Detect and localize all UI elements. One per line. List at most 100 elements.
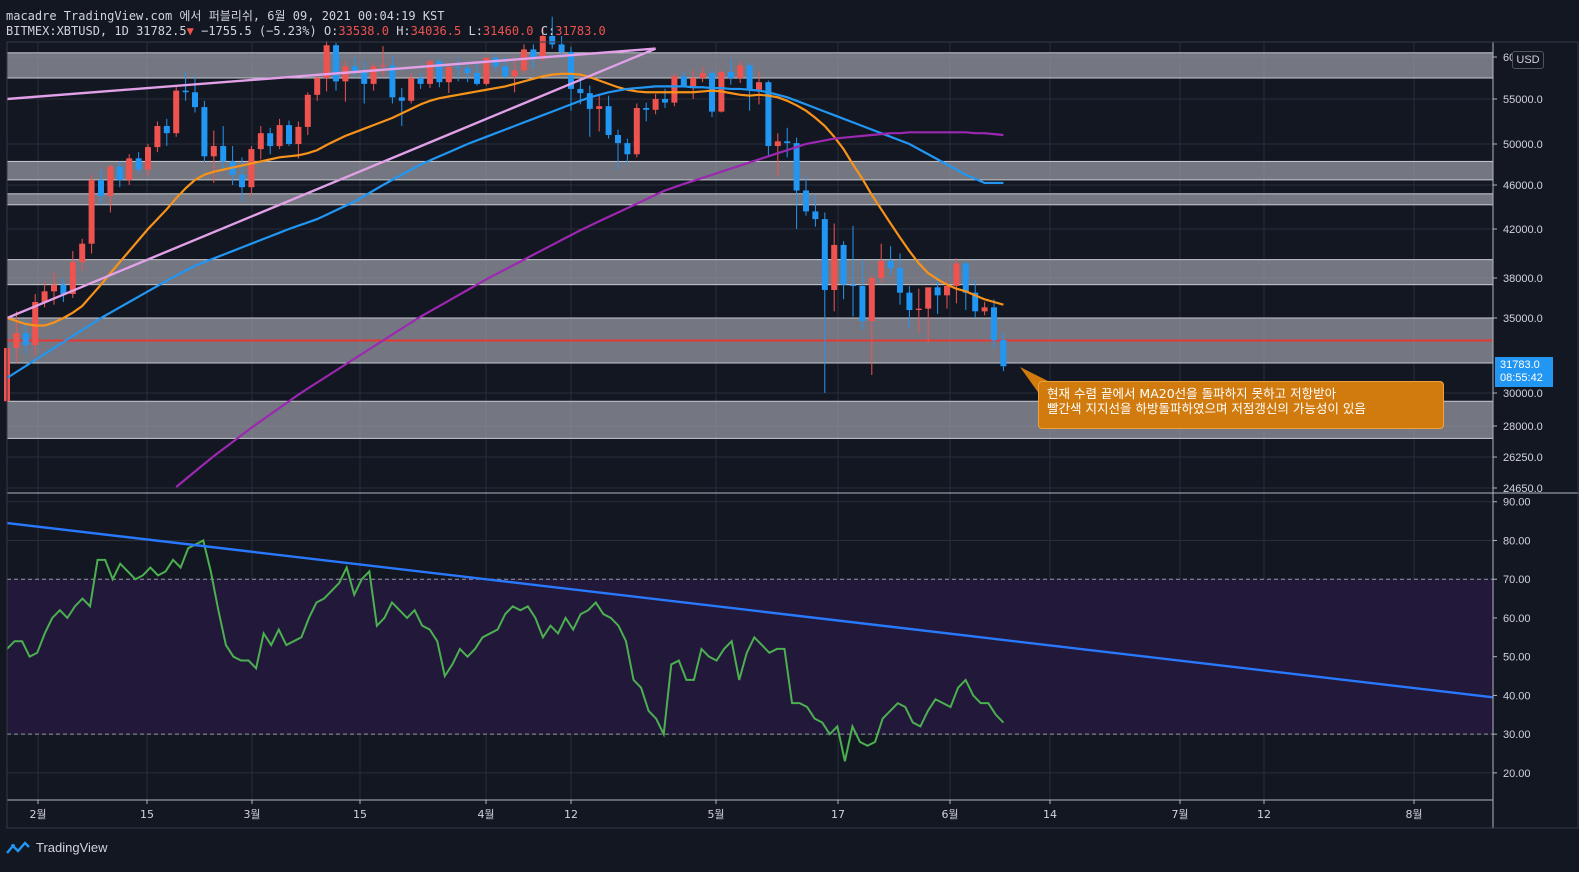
- candle-body: [445, 67, 452, 83]
- price-tag-price: 31783.0: [1500, 359, 1540, 371]
- candle: [323, 41, 330, 92]
- candle: [615, 129, 621, 170]
- rsi-tick-label: 90.00: [1503, 497, 1531, 509]
- annotation-line1: 현재 수렴 끝에서 MA20선을 돌파하지 못하고 저항받아: [1047, 386, 1337, 401]
- candle: [342, 61, 349, 102]
- candle-body: [98, 179, 104, 196]
- candle: [436, 58, 443, 88]
- close-value: 31783.0: [555, 24, 606, 38]
- high-value: 34036.5: [410, 24, 462, 38]
- candle-body: [192, 92, 198, 108]
- candle: [276, 118, 283, 150]
- candle: [163, 118, 170, 147]
- candle-body: [51, 284, 57, 292]
- candle: [953, 258, 960, 304]
- candle-body: [163, 126, 170, 134]
- tradingview-logo-icon: [6, 840, 30, 854]
- candle-body: [436, 61, 443, 83]
- candle-body: [257, 133, 264, 150]
- candle-body: [944, 286, 950, 296]
- candle-body: [868, 278, 875, 321]
- candle-body: [821, 219, 828, 290]
- candlesticks: [4, 16, 1007, 418]
- candle-body: [615, 135, 621, 144]
- price-tick-label: 35000.0: [1503, 313, 1543, 325]
- candle-body: [201, 107, 208, 157]
- candle: [286, 120, 292, 147]
- candle-body: [126, 158, 133, 180]
- candle-body: [22, 333, 29, 345]
- candle-body: [596, 106, 603, 109]
- candle: [568, 46, 574, 111]
- candle-body: [60, 284, 67, 294]
- price-tag: 31783.0 08:55:42: [1495, 357, 1553, 387]
- candle-body: [906, 292, 913, 310]
- down-arrow-icon: ▼: [186, 24, 194, 38]
- candle-body: [803, 190, 809, 212]
- rsi-tick-label: 20.00: [1503, 768, 1531, 780]
- candle-body: [662, 99, 668, 103]
- upper-trendline: [7, 47, 656, 101]
- candle-body: [41, 291, 48, 302]
- candle-body: [539, 36, 546, 59]
- candle: [934, 274, 941, 314]
- rsi-tick-label: 50.00: [1503, 652, 1531, 664]
- candle-body: [784, 141, 791, 144]
- price-tick-label: 30000.0: [1503, 388, 1543, 400]
- x-tick-label: 7월: [1171, 808, 1188, 821]
- lower-trendline: [7, 47, 657, 320]
- close-label: C:: [540, 24, 556, 38]
- x-tick-label: 5월: [707, 808, 724, 821]
- footer-brand-label: TradingView: [36, 840, 108, 855]
- x-tick-label: 8월: [1405, 808, 1422, 821]
- candle-body: [333, 45, 339, 82]
- candle: [107, 164, 114, 213]
- annotation-line2: 빨간색 지지선을 하방돌파하였으며 저점갱신의 가능성이 있음: [1047, 401, 1366, 416]
- candle: [821, 212, 828, 393]
- candle: [210, 130, 217, 183]
- candle: [427, 59, 433, 89]
- candle: [887, 246, 894, 276]
- candle-body: [398, 97, 405, 101]
- candle: [257, 126, 264, 160]
- candle-body: [981, 307, 988, 312]
- rsi-band-fill: [7, 579, 1493, 735]
- rsi-tick-label: 60.00: [1503, 613, 1531, 625]
- candle: [370, 62, 377, 91]
- candle: [850, 225, 856, 317]
- candle-body: [408, 78, 415, 101]
- x-tick-label: 12: [564, 808, 578, 821]
- candle: [925, 287, 932, 342]
- annotation-callout[interactable]: 현재 수렴 끝에서 MA20선을 돌파하지 못하고 저항받아 빨간색 지지선을 …: [1038, 381, 1444, 429]
- candle-body: [878, 260, 885, 278]
- candle-body: [295, 126, 302, 144]
- x-tick-label: 15: [140, 808, 154, 821]
- candle-body: [812, 211, 819, 220]
- rsi-band: [7, 578, 1493, 735]
- moving-average-ma50: [6, 85, 1004, 379]
- candle-body: [568, 51, 574, 89]
- moving-average-ma200: [175, 131, 1004, 488]
- candle-body: [991, 307, 997, 341]
- x-tick-label: 15: [353, 808, 367, 821]
- candle-body: [417, 78, 424, 84]
- price-tick-label: 28000.0: [1503, 421, 1543, 433]
- price-tick-label: 50000.0: [1503, 139, 1543, 151]
- candle-body: [69, 262, 76, 294]
- candle-body: [107, 166, 114, 196]
- candle: [605, 95, 612, 139]
- footer-brand[interactable]: TradingView: [6, 840, 108, 855]
- low-label: L:: [468, 24, 483, 38]
- currency-badge[interactable]: USD: [1512, 51, 1544, 69]
- candle-body: [558, 44, 565, 52]
- candle: [154, 121, 161, 153]
- symbol-label[interactable]: BITMEX:XBTUSD, 1D: [6, 24, 129, 38]
- candle: [549, 16, 556, 49]
- candle: [633, 103, 640, 158]
- candle-body: [248, 149, 255, 188]
- candle-body: [680, 76, 687, 87]
- candle: [145, 144, 151, 177]
- candle: [897, 253, 903, 305]
- rsi-tick-label: 40.00: [1503, 690, 1531, 702]
